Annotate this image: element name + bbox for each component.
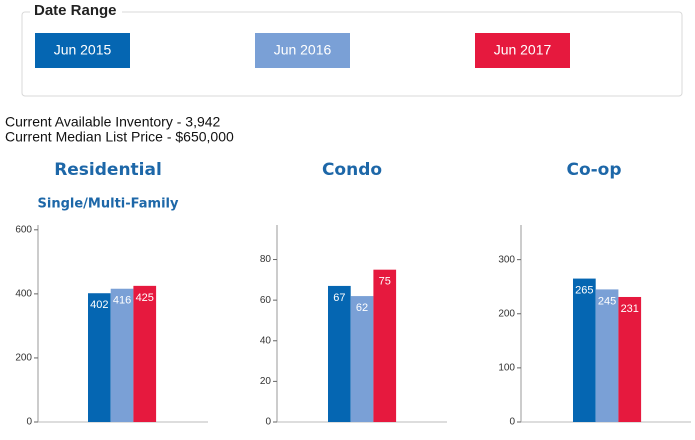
bar (618, 296, 642, 422)
value-label: 245 (598, 295, 616, 307)
button-bg (475, 33, 570, 68)
bar (328, 285, 351, 422)
date-button[interactable]: Jun 2017 (475, 33, 570, 68)
bar (595, 289, 619, 422)
bar (350, 296, 374, 422)
y-tick-label: 400 (15, 289, 32, 300)
button-label: Jun 2017 (494, 42, 552, 58)
info-line: Current Median List Price - $650,000 (5, 129, 234, 145)
button-label: Jun 2015 (54, 42, 112, 58)
value-label: 67 (333, 292, 345, 304)
value-label: 75 (379, 276, 391, 288)
date-button[interactable]: Jun 2016 (255, 33, 350, 68)
chart-title: Condo (322, 160, 382, 180)
value-label: 231 (621, 303, 639, 315)
bar (133, 285, 157, 422)
fieldset-legend: Date Range (34, 2, 117, 19)
bar (88, 293, 111, 422)
y-tick-label: 0 (265, 417, 271, 428)
y-tick-label: 20 (260, 376, 272, 387)
y-tick-label: 0 (509, 417, 515, 428)
button-group: Jun 2015 Jun 2016 Jun 2017 (35, 33, 570, 68)
y-tick-label: 0 (26, 417, 32, 428)
bar (110, 288, 134, 422)
y-tick-label: 80 (260, 254, 272, 265)
button-bg (255, 33, 350, 68)
button-label: Jun 2016 (274, 42, 332, 58)
bar (373, 269, 397, 422)
value-label: 425 (136, 292, 154, 304)
date-button[interactable]: Jun 2015 (35, 33, 130, 68)
value-label: 62 (356, 302, 368, 314)
chart-subtitle: Single/Multi-Family (38, 197, 179, 212)
chart-title: Co-op (566, 160, 621, 180)
y-tick-label: 300 (498, 254, 515, 265)
bar (573, 278, 596, 422)
value-label: 402 (90, 299, 108, 311)
value-label: 265 (575, 284, 593, 296)
y-tick-label: 600 (15, 224, 32, 235)
info-line: Current Available Inventory - 3,942 (5, 114, 221, 130)
chart-title: Residential (54, 160, 162, 180)
y-tick-label: 200 (498, 308, 515, 319)
y-tick-label: 40 (260, 335, 272, 346)
legend-bg (30, 3, 122, 19)
y-tick-label: 100 (498, 363, 515, 374)
y-tick-label: 60 (260, 295, 272, 306)
fieldset (21, 11, 683, 97)
button-bg (35, 33, 130, 68)
y-tick-label: 200 (15, 353, 32, 364)
value-label: 416 (113, 295, 131, 307)
